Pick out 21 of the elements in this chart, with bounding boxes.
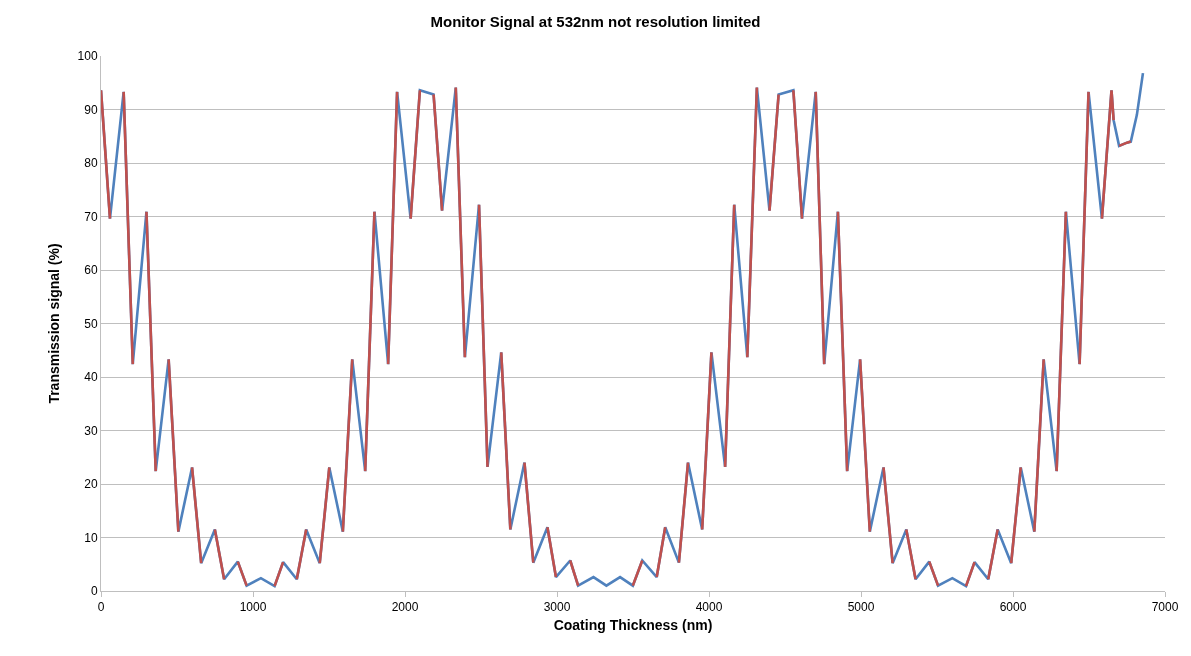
y-tick-label: 10	[84, 530, 98, 545]
y-tick-label: 60	[84, 263, 98, 278]
x-tick-label: 3000	[543, 600, 571, 615]
y-tick-label: 50	[84, 316, 98, 331]
y-tick-label: 0	[90, 584, 98, 599]
y-tick-label: 90	[84, 102, 98, 117]
y-axis-title: Transmission signal (%)	[46, 243, 63, 404]
y-tick-label: 100	[77, 49, 98, 64]
y-tick-label: 30	[84, 423, 98, 438]
x-tick-label: 4000	[695, 600, 723, 615]
x-tick-label: 2000	[391, 600, 419, 615]
x-tick-label: 1000	[239, 600, 267, 615]
x-axis-title: Coating Thickness (nm)	[553, 616, 713, 633]
x-tick-label: 5000	[847, 600, 875, 615]
x-tick-label: 6000	[999, 600, 1027, 615]
chart-title: Monitor Signal at 532nm not resolution limited	[430, 12, 761, 30]
y-tick-label: 20	[84, 477, 98, 492]
x-tick-label: 7000	[1151, 600, 1179, 615]
y-tick-label: 70	[84, 209, 98, 224]
y-tick-label: 40	[84, 370, 98, 385]
y-tick-label: 80	[84, 156, 98, 171]
